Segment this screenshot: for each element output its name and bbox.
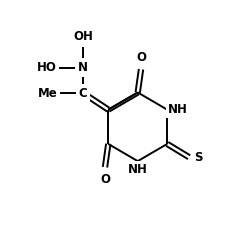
- Text: O: O: [100, 173, 110, 186]
- Text: OH: OH: [73, 30, 93, 43]
- Text: Me: Me: [38, 86, 58, 99]
- Text: HO: HO: [37, 61, 57, 74]
- Text: NH: NH: [168, 103, 188, 116]
- Text: S: S: [195, 151, 203, 164]
- Text: NH: NH: [128, 163, 148, 176]
- Text: N: N: [78, 61, 88, 74]
- Text: C: C: [79, 86, 88, 99]
- Text: O: O: [136, 51, 146, 64]
